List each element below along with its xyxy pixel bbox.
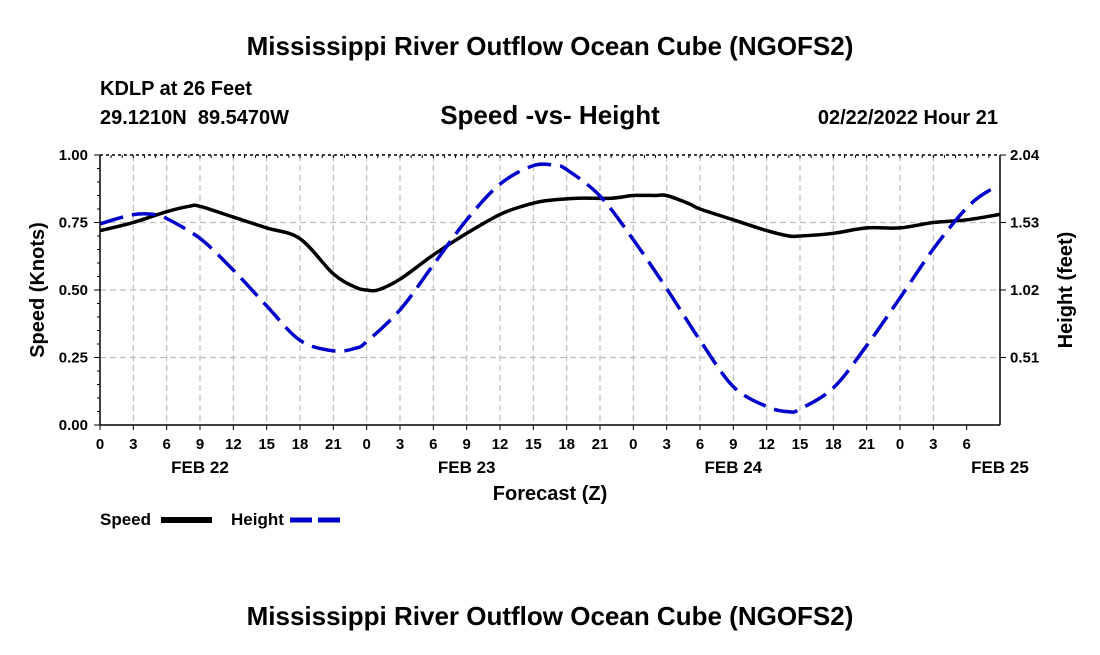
date-label: FEB 24 [705,458,763,477]
main-title: Mississippi River Outflow Ocean Cube (NG… [247,31,854,61]
x-tick-label: 18 [558,436,575,453]
y-axis-left: 0.00 0.25 0.50 0.75 1.00 [59,147,100,434]
x-tick-label: 9 [462,436,470,453]
x-tick-label: 3 [129,436,137,453]
date-label: FEB 23 [438,458,496,477]
y2-tick-label: 0.51 [1010,350,1039,367]
x-tick-label: 21 [592,436,609,453]
series-group [99,162,1001,414]
y2-tick-label: 2.04 [1010,147,1040,164]
x-tick-label: 15 [792,436,809,453]
y-tick-label: 0.25 [59,350,88,367]
legend-speed-label: Speed [100,510,151,529]
x-tick-label: 12 [758,436,775,453]
x-tick-label: 9 [196,436,204,453]
x-tick-label: 3 [662,436,670,453]
x-tick-label: 0 [629,436,637,453]
station-label: KDLP at 26 Feet [100,78,252,100]
y-axis-title: Speed (Knots) [27,222,49,358]
y-tick-label: 0.50 [59,282,88,299]
y-axis-right: 0.51 1.02 1.53 2.04 [1000,147,1040,367]
x-tick-label: 0 [896,436,904,453]
x-tick-label: 0 [96,436,104,453]
x-axis: 0 3 6 9 12 15 18 21 0 3 6 9 12 15 18 21 0 3 6 9 12 15 18 21 0 3 6F… [96,425,1029,477]
x-tick-label: 9 [729,436,737,453]
x-tick-label: 6 [429,436,437,453]
x-tick-label: 12 [225,436,242,453]
speed-series-line [99,193,1001,293]
x-axis-title: Forecast (Z) [493,483,607,505]
x-tick-label: 6 [962,436,970,453]
y2-tick-label: 1.53 [1010,215,1039,232]
datetime-label: 02/22/2022 Hour 21 [818,107,998,129]
coordinates-label: 29.1210N 89.5470W [100,107,289,129]
date-label: FEB 22 [171,458,229,477]
x-tick-label: 18 [292,436,309,453]
y-tick-label: 1.00 [59,147,88,164]
legend: Speed Height [100,510,342,529]
y-tick-label: 0.00 [59,417,88,434]
x-tick-label: 15 [525,436,542,453]
x-tick-label: 0 [362,436,370,453]
date-label: FEB 25 [971,458,1029,477]
footer-title: Mississippi River Outflow Ocean Cube (NG… [247,601,854,631]
x-tick-label: 12 [492,436,509,453]
x-tick-label: 15 [258,436,275,453]
legend-height-label: Height [231,510,284,529]
x-tick-label: 3 [929,436,937,453]
x-tick-label: 3 [396,436,404,453]
x-tick-label: 6 [696,436,704,453]
y2-axis-title: Height (feet) [1055,232,1077,349]
y-tick-label: 0.75 [59,215,88,232]
x-tick-label: 6 [162,436,170,453]
chart-subtitle: Speed -vs- Height [440,100,660,130]
y2-tick-label: 1.02 [1010,282,1039,299]
x-tick-label: 21 [325,436,342,453]
x-tick-label: 21 [858,436,875,453]
height-series-line [99,162,1001,414]
x-tick-label: 18 [825,436,842,453]
